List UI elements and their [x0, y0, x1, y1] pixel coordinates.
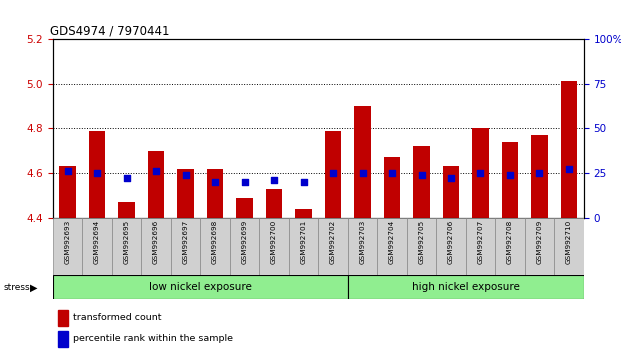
FancyBboxPatch shape: [53, 218, 82, 276]
Bar: [207, 169, 223, 218]
Text: low nickel exposure: low nickel exposure: [149, 282, 252, 292]
Text: percentile rank within the sample: percentile rank within the sample: [73, 335, 233, 343]
Point: [151, 169, 161, 174]
Point: [446, 176, 456, 181]
FancyBboxPatch shape: [525, 218, 555, 276]
FancyBboxPatch shape: [436, 218, 466, 276]
Point: [535, 170, 545, 176]
FancyBboxPatch shape: [260, 218, 289, 276]
FancyBboxPatch shape: [200, 218, 230, 276]
FancyBboxPatch shape: [555, 218, 584, 276]
Bar: [58, 310, 68, 326]
Text: GSM992697: GSM992697: [183, 219, 189, 264]
Text: stress: stress: [3, 283, 30, 292]
Point: [328, 170, 338, 176]
Point: [240, 179, 250, 185]
Bar: [561, 81, 577, 218]
Text: GSM992699: GSM992699: [242, 219, 248, 264]
Text: GSM992708: GSM992708: [507, 219, 513, 264]
Text: GSM992709: GSM992709: [537, 219, 543, 264]
Point: [358, 170, 368, 176]
Text: high nickel exposure: high nickel exposure: [412, 282, 520, 292]
Point: [564, 167, 574, 172]
FancyBboxPatch shape: [82, 218, 112, 276]
Bar: [296, 209, 312, 218]
Bar: [60, 166, 76, 218]
Bar: [89, 131, 105, 218]
Text: GSM992710: GSM992710: [566, 219, 572, 264]
Text: GSM992703: GSM992703: [360, 219, 366, 264]
Text: GSM992698: GSM992698: [212, 219, 218, 264]
Text: GDS4974 / 7970441: GDS4974 / 7970441: [50, 25, 170, 38]
FancyBboxPatch shape: [230, 218, 260, 276]
FancyBboxPatch shape: [378, 218, 407, 276]
Bar: [384, 158, 400, 218]
Text: GSM992702: GSM992702: [330, 219, 336, 264]
Text: GSM992694: GSM992694: [94, 219, 100, 264]
FancyBboxPatch shape: [348, 218, 378, 276]
Bar: [355, 106, 371, 218]
Bar: [58, 331, 68, 347]
FancyBboxPatch shape: [348, 275, 584, 299]
Point: [92, 170, 102, 176]
Point: [122, 176, 132, 181]
Bar: [119, 202, 135, 218]
FancyBboxPatch shape: [289, 218, 319, 276]
Bar: [148, 151, 164, 218]
Point: [417, 172, 427, 178]
Text: GSM992704: GSM992704: [389, 219, 395, 264]
Bar: [266, 189, 282, 218]
Bar: [502, 142, 518, 218]
Bar: [178, 169, 194, 218]
Text: GSM992705: GSM992705: [419, 219, 425, 264]
Text: GSM992707: GSM992707: [478, 219, 484, 264]
Point: [269, 177, 279, 183]
Text: GSM992700: GSM992700: [271, 219, 277, 264]
Point: [476, 170, 486, 176]
Text: GSM992695: GSM992695: [124, 219, 130, 264]
Bar: [532, 135, 548, 218]
Text: ▶: ▶: [30, 282, 37, 292]
FancyBboxPatch shape: [112, 218, 142, 276]
Point: [63, 169, 73, 174]
Point: [299, 179, 309, 185]
Text: GSM992693: GSM992693: [65, 219, 71, 264]
FancyBboxPatch shape: [319, 218, 348, 276]
FancyBboxPatch shape: [53, 275, 348, 299]
FancyBboxPatch shape: [171, 218, 200, 276]
FancyBboxPatch shape: [142, 218, 171, 276]
Point: [387, 170, 397, 176]
Point: [181, 172, 191, 178]
Text: transformed count: transformed count: [73, 313, 161, 322]
FancyBboxPatch shape: [466, 218, 496, 276]
Text: GSM992696: GSM992696: [153, 219, 159, 264]
Bar: [325, 131, 341, 218]
Point: [505, 172, 515, 178]
Bar: [473, 129, 489, 218]
FancyBboxPatch shape: [407, 218, 436, 276]
Text: GSM992706: GSM992706: [448, 219, 454, 264]
Bar: [443, 166, 459, 218]
FancyBboxPatch shape: [496, 218, 525, 276]
Bar: [237, 198, 253, 218]
Bar: [414, 146, 430, 218]
Text: GSM992701: GSM992701: [301, 219, 307, 264]
Point: [210, 179, 220, 185]
